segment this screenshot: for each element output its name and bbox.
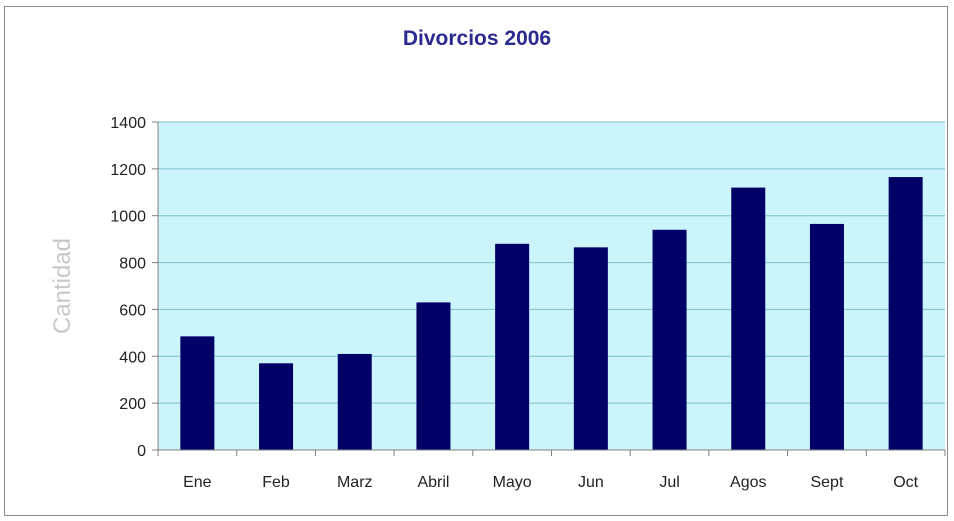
y-axis-label: Cantidad [49,238,76,334]
x-tick-label: Ene [183,474,212,491]
x-tick-label: Oct [893,474,918,491]
y-tick-label: 1400 [110,115,146,132]
chart-title: Divorcios 2006 [402,27,552,50]
x-tick-label: Agos [730,474,766,491]
x-tick-label: Marz [337,474,373,491]
y-tick-label: 800 [119,256,146,273]
bar [259,363,294,450]
x-tick-label: Abril [417,474,449,491]
bar [652,229,687,450]
bar [573,247,608,450]
y-tick-label: 400 [119,349,146,366]
y-tick-label: 1200 [110,162,146,179]
x-tick-label: Sept [810,474,843,491]
y-tick-label: 1000 [110,209,146,226]
x-tick-label: Mayo [493,474,532,491]
x-tick-label: Jun [578,474,604,491]
bar [731,187,766,450]
bar [495,243,530,450]
y-tick-label: 0 [137,443,146,460]
bar [337,353,372,450]
y-tick-label: 200 [119,396,146,413]
bar [180,336,215,450]
x-tick-label: Jul [659,474,679,491]
y-tick-label: 600 [119,302,146,319]
axes [152,121,946,456]
y-tick-labels: 0 200 400 600 800 1000 1200 1400 [110,115,146,460]
bar [888,177,923,451]
bar [416,302,451,450]
bars [180,177,923,451]
x-tick-labels: Ene Feb Marz Abril Mayo Jun Jul Agos Sept Oct [183,474,919,491]
bar [809,223,844,450]
x-tick-label: Feb [262,474,290,491]
